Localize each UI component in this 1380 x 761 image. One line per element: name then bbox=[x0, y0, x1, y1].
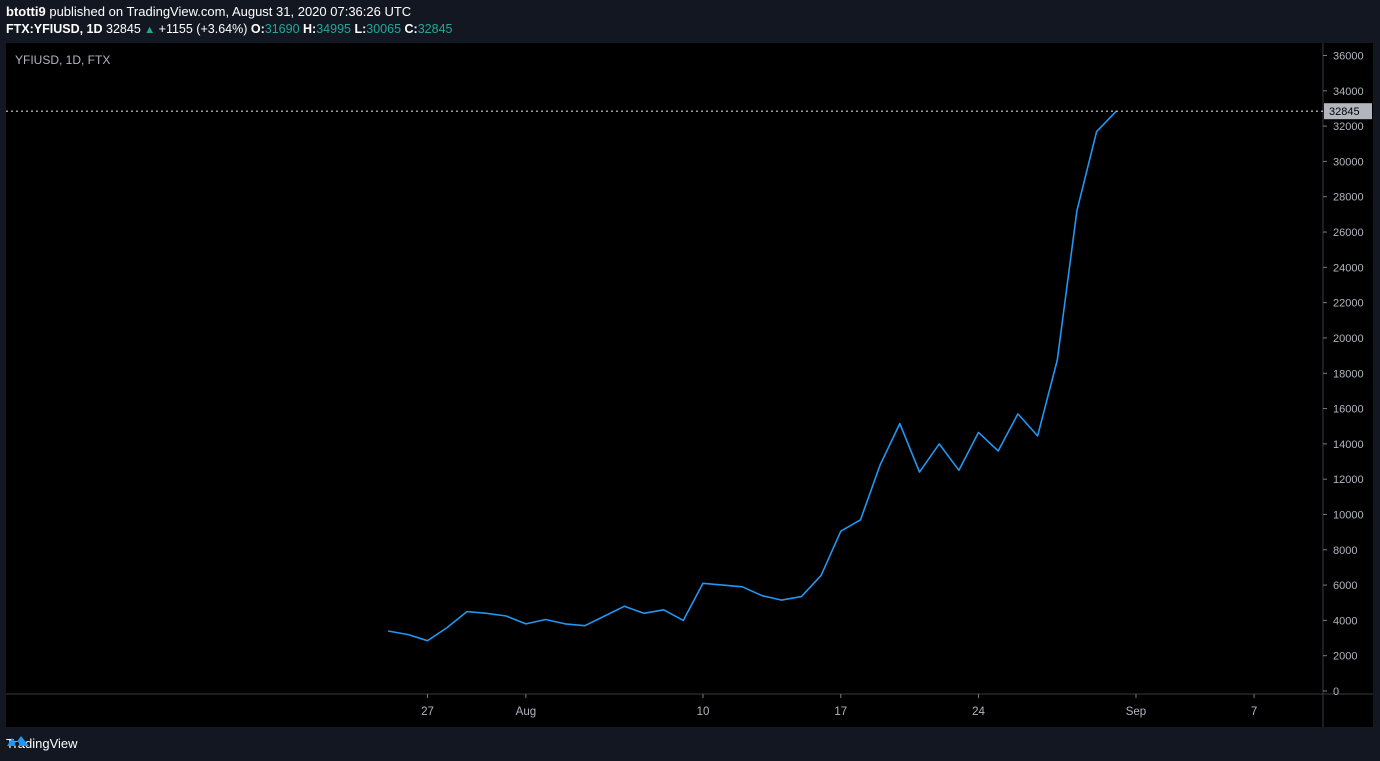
x-tick-label: 24 bbox=[972, 706, 985, 718]
chart-title: YFIUSD, 1D, FTX bbox=[15, 53, 110, 67]
y-tick-label: 26000 bbox=[1333, 227, 1364, 239]
y-tick-label: 2000 bbox=[1333, 651, 1357, 663]
last-price-tag bbox=[1324, 103, 1372, 120]
price-line bbox=[387, 110, 1117, 642]
y-tick-label: 32000 bbox=[1333, 121, 1364, 133]
x-tick-label: Sep bbox=[1126, 706, 1146, 718]
low-label: L: bbox=[354, 22, 367, 36]
up-triangle-icon: ▲ bbox=[144, 24, 156, 36]
y-tick-label: 28000 bbox=[1333, 192, 1364, 204]
author-name: btotti9 bbox=[6, 4, 46, 19]
change-value: +1155 (+3.64%) bbox=[158, 22, 248, 36]
low-value: 30065 bbox=[366, 22, 402, 36]
tradingview-logo-icon bbox=[7, 736, 29, 747]
chart-area[interactable]: YFIUSD, 1D, FTX 0 2000 4000 6000 8000 10000 12… bbox=[6, 43, 1373, 727]
y-tick-label: 6000 bbox=[1333, 580, 1357, 592]
y-tick-label: 34000 bbox=[1333, 86, 1364, 98]
y-tick-label: 30000 bbox=[1333, 156, 1364, 168]
x-tick-label: 10 bbox=[697, 706, 710, 718]
tradingview-brand[interactable]: TradingView bbox=[6, 734, 78, 752]
price-chart[interactable]: YFIUSD, 1D, FTX 0 2000 4000 6000 8000 10000 12… bbox=[6, 43, 1373, 727]
y-tick-label: 4000 bbox=[1333, 615, 1357, 627]
y-tick-label: 24000 bbox=[1333, 262, 1364, 274]
close-label: C: bbox=[404, 22, 418, 36]
y-tick-label: 16000 bbox=[1333, 404, 1364, 416]
y-tick-label: 10000 bbox=[1333, 509, 1364, 521]
close-value: 32845 bbox=[417, 22, 453, 36]
x-tick-label: 7 bbox=[1251, 706, 1257, 718]
y-tick-label: 12000 bbox=[1333, 474, 1364, 486]
ohlc-bar: FTX:YFIUSD, 1D 32845 ▲ +1155 (+3.64%) O:… bbox=[6, 22, 453, 36]
x-tick-label: 27 bbox=[421, 706, 434, 718]
last-price-tag-label: 32845 bbox=[1329, 106, 1360, 118]
x-tick-label: Aug bbox=[516, 706, 536, 718]
y-tick-label: 8000 bbox=[1333, 545, 1357, 557]
y-tick-label: 0 bbox=[1333, 686, 1339, 698]
publish-info: btotti9 published on TradingView.com, Au… bbox=[6, 4, 411, 19]
high-value: 34995 bbox=[316, 22, 351, 36]
symbol-label: FTX:YFIUSD, 1D bbox=[6, 22, 103, 36]
open-label: O: bbox=[250, 22, 265, 36]
y-tick-label: 18000 bbox=[1333, 368, 1364, 380]
y-tick-label: 14000 bbox=[1333, 439, 1364, 451]
y-tick-label: 20000 bbox=[1333, 333, 1364, 345]
x-tick-label: 17 bbox=[834, 706, 847, 718]
brand-name: TradingView bbox=[6, 735, 78, 751]
published-text: published on TradingView.com, August 31,… bbox=[49, 4, 412, 19]
open-value: 31690 bbox=[264, 22, 300, 36]
last-price: 32845 bbox=[106, 22, 141, 36]
y-tick-label: 22000 bbox=[1333, 298, 1364, 310]
high-label: H: bbox=[303, 22, 317, 36]
y-tick-label: 36000 bbox=[1333, 51, 1364, 63]
